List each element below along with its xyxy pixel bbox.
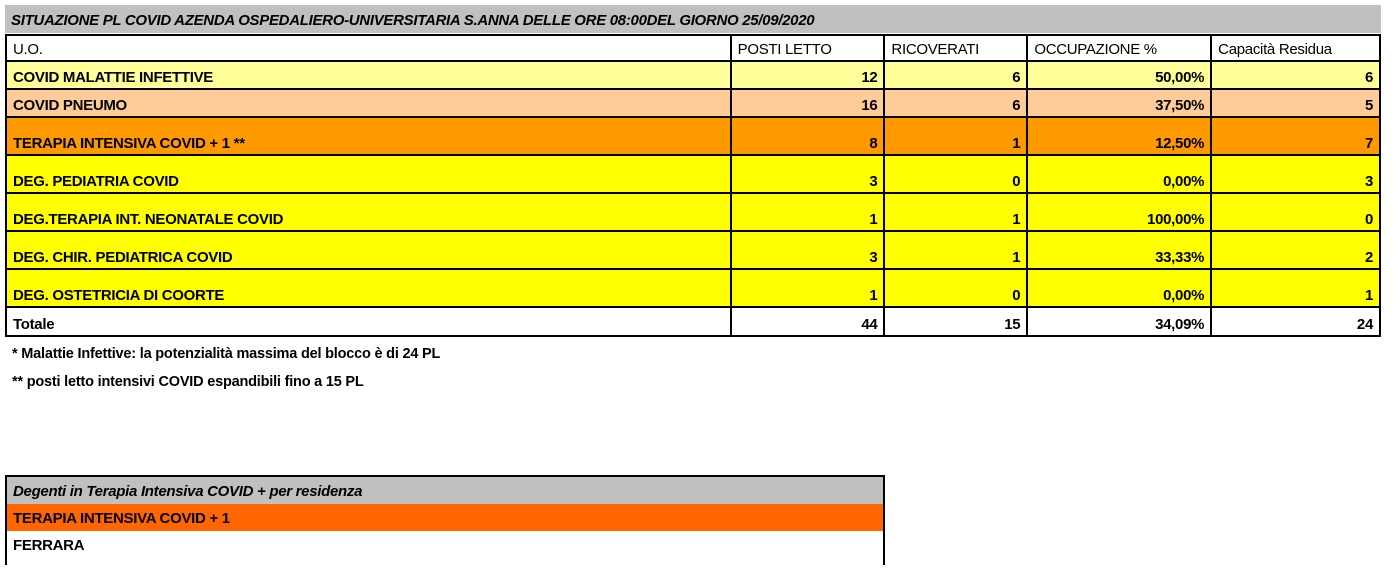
- cell-capacita: 6: [1210, 60, 1381, 90]
- table-row: COVID PNEUMO 16 6 37,50% 5: [5, 88, 1381, 118]
- cell-ricoverati: 6: [883, 60, 1029, 90]
- cell-capacita: 7: [1210, 116, 1381, 156]
- cell-uo: COVID MALATTIE INFETTIVE: [5, 60, 732, 90]
- table-header: U.O. POSTI LETTO RICOVERATI OCCUPAZIONE …: [5, 34, 1381, 62]
- table-row: TERAPIA INTENSIVA COVID + 1 ** 8 1 12,50% 7: [5, 116, 1381, 156]
- col-occupazione: OCCUPAZIONE %: [1026, 34, 1213, 62]
- cell-ricoverati: 1: [883, 116, 1029, 156]
- cell-ricoverati: 1: [883, 230, 1029, 270]
- report-title: SITUAZIONE PL COVID AZENDA OSPEDALIERO-U…: [5, 5, 1381, 33]
- cell-uo: DEG.TERAPIA INT. NEONATALE COVID: [5, 192, 732, 232]
- col-posti: POSTI LETTO: [729, 34, 886, 62]
- cell-occupazione: 0,00%: [1026, 154, 1213, 194]
- cell-posti: 1: [729, 192, 886, 232]
- table-row: COVID MALATTIE INFETTIVE 12 6 50,00% 6: [5, 60, 1381, 90]
- cell-occupazione: 33,33%: [1026, 230, 1213, 270]
- total-row: Totale 44 15 34,09% 24: [5, 306, 1381, 337]
- cell-capacita: 2: [1210, 230, 1381, 270]
- cell-uo: DEG. PEDIATRIA COVID: [5, 154, 732, 194]
- col-uo: U.O.: [5, 34, 732, 62]
- col-ricoverati: RICOVERATI: [883, 34, 1029, 62]
- residence-table: Degenti in Terapia Intensiva COVID + per…: [5, 475, 885, 565]
- col-capacita: Capacità Residua: [1210, 34, 1381, 62]
- cell-occupazione: 37,50%: [1026, 88, 1213, 118]
- residence-title: Degenti in Terapia Intensiva COVID + per…: [7, 477, 883, 504]
- cell-ricoverati: 0: [883, 268, 1029, 308]
- table-row: DEG. CHIR. PEDIATRICA COVID 3 1 33,33% 2: [5, 230, 1381, 270]
- residence-section: TERAPIA INTENSIVA COVID + 1: [7, 504, 883, 531]
- cell-capacita: 5: [1210, 88, 1381, 118]
- cell-uo: COVID PNEUMO: [5, 88, 732, 118]
- residence-item: FERRARA: [13, 537, 85, 554]
- cell-posti: 3: [729, 154, 886, 194]
- cell-occupazione: 50,00%: [1026, 60, 1213, 90]
- cell-ricoverati: 1: [883, 192, 1029, 232]
- table-row: DEG. PEDIATRIA COVID 3 0 0,00% 3: [5, 154, 1381, 194]
- table-row: DEG.TERAPIA INT. NEONATALE COVID 1 1 100,00…: [5, 192, 1381, 232]
- beds-table: U.O. POSTI LETTO RICOVERATI OCCUPAZIONE …: [5, 34, 1381, 337]
- cell-posti: 16: [729, 88, 886, 118]
- cell-capacita: 0: [1210, 192, 1381, 232]
- cell-posti: 1: [729, 268, 886, 308]
- cell-posti: 12: [729, 60, 886, 90]
- cell-posti: 8: [729, 116, 886, 156]
- cell-uo: DEG. OSTETRICIA DI COORTE: [5, 268, 732, 308]
- cell-uo: TERAPIA INTENSIVA COVID + 1 **: [5, 116, 732, 156]
- cell-occupazione: 12,50%: [1026, 116, 1213, 156]
- footnote-1: * Malattie Infettive: la potenzialità ma…: [12, 346, 441, 362]
- cell-occupazione: 0,00%: [1026, 268, 1213, 308]
- cell-capacita: 1: [1210, 268, 1381, 308]
- footnote-2: ** posti letto intensivi COVID espandibi…: [12, 374, 364, 390]
- cell-uo: DEG. CHIR. PEDIATRICA COVID: [5, 230, 732, 270]
- cell-ricoverati: 6: [883, 88, 1029, 118]
- table-row: DEG. OSTETRICIA DI COORTE 1 0 0,00% 1: [5, 268, 1381, 308]
- cell-capacita: 3: [1210, 154, 1381, 194]
- cell-occupazione: 100,00%: [1026, 192, 1213, 232]
- cell-ricoverati: 0: [883, 154, 1029, 194]
- cell-posti: 3: [729, 230, 886, 270]
